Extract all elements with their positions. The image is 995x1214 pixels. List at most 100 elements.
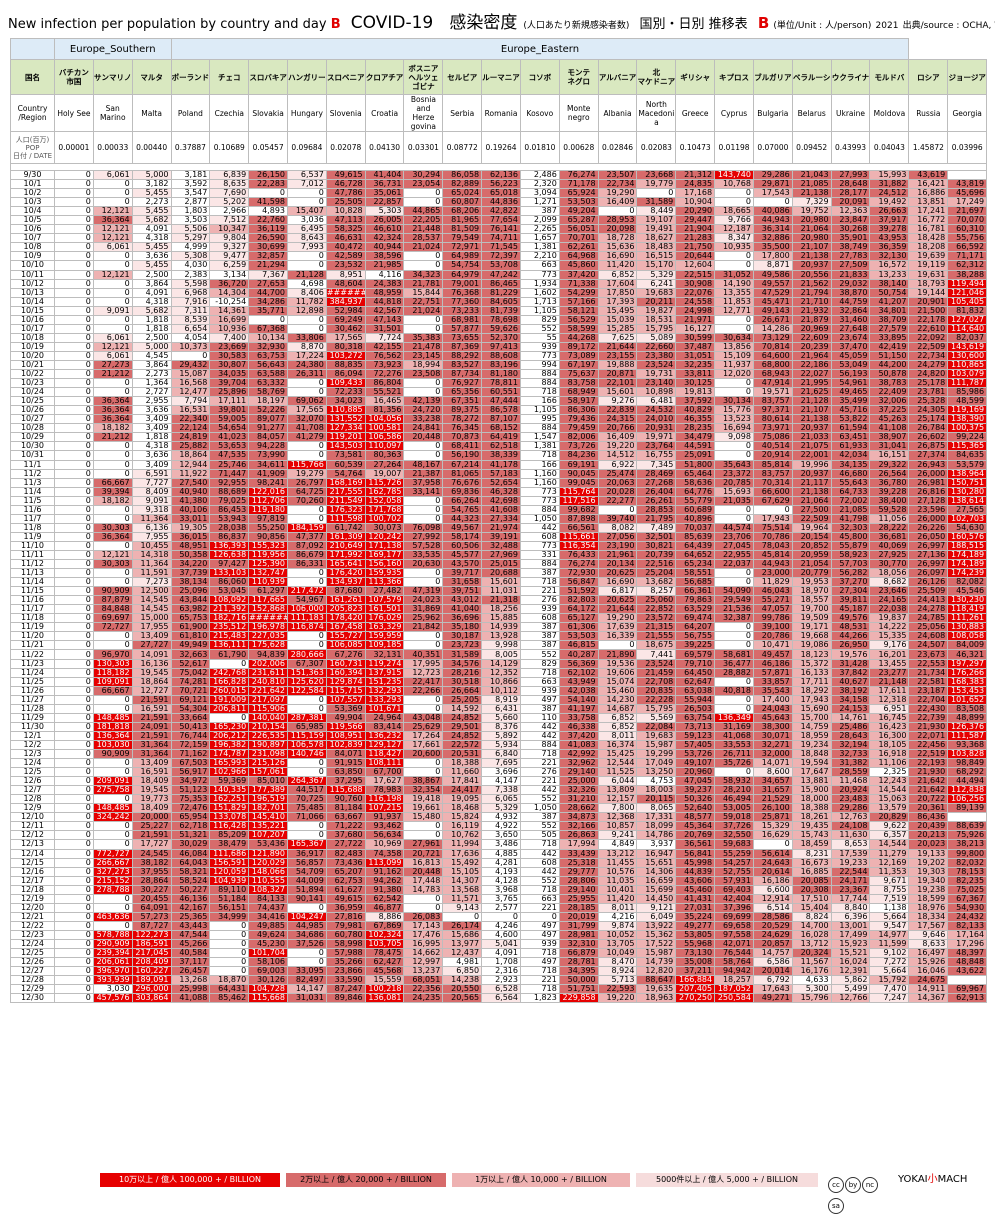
- value-cell: 70,786: [752, 531, 793, 542]
- value-cell: 16,591: [131, 703, 172, 714]
- value-cell: 0: [54, 948, 94, 959]
- value-cell: 196,382: [209, 739, 250, 751]
- value-cell: 9,998: [481, 640, 521, 651]
- value-cell: 56,051: [558, 224, 599, 235]
- value-cell: 1,934: [519, 278, 560, 289]
- value-cell: 178,420: [325, 613, 366, 624]
- value-cell: 39,801: [209, 405, 250, 416]
- value-cell: 0: [597, 206, 638, 217]
- date-cell: 12/22: [10, 920, 55, 931]
- value-cell: 26,602: [908, 432, 949, 443]
- value-cell: 9,671: [869, 875, 910, 886]
- value-cell: 22,553: [908, 658, 949, 669]
- value-cell: 14,544: [869, 839, 910, 850]
- date-cell: 11/18: [10, 613, 55, 624]
- value-cell: 38,288: [947, 269, 988, 280]
- value-cell: 115,766: [287, 459, 327, 470]
- value-cell: 126,376: [947, 721, 988, 732]
- country-pop: 0.04130: [364, 131, 405, 164]
- value-cell: 12,500: [131, 586, 172, 597]
- value-cell: 69,191: [558, 459, 599, 470]
- value-cell: 21,117: [791, 477, 832, 488]
- value-cell: 53,579: [947, 459, 988, 470]
- value-cell: 129,874: [325, 676, 366, 687]
- value-cell: 119,956: [248, 549, 288, 561]
- value-cell: 0: [54, 902, 94, 913]
- value-cell: 28,559: [830, 767, 871, 778]
- value-cell: 16,423: [869, 721, 910, 732]
- value-cell: 44,574: [714, 522, 754, 533]
- value-cell: 188,515: [947, 540, 988, 551]
- value-cell: 22,857: [364, 197, 405, 208]
- value-cell: 25,474: [597, 468, 638, 479]
- value-cell: 82,006: [558, 432, 599, 443]
- value-cell: 0: [54, 495, 94, 506]
- value-cell: 15,651: [636, 857, 677, 868]
- value-cell: 15,460: [597, 685, 638, 696]
- value-cell: 56,857: [287, 857, 327, 868]
- value-cell: 19,964: [791, 522, 832, 533]
- value-cell: 718: [519, 450, 560, 461]
- value-cell: 70,725: [287, 794, 327, 805]
- value-cell: 34,972: [170, 776, 211, 787]
- value-cell: 21,478: [403, 341, 444, 352]
- value-cell: 0: [92, 459, 133, 470]
- value-cell: 86,804: [364, 378, 405, 389]
- value-cell: 84,009: [947, 640, 988, 651]
- value-cell: 38,134: [170, 577, 211, 588]
- value-cell: 0: [403, 893, 444, 904]
- country-en: Czechia: [209, 94, 250, 132]
- value-cell: 70,037: [675, 522, 716, 533]
- value-cell: 117,516: [558, 495, 599, 506]
- value-cell: 86,331: [287, 559, 327, 570]
- date-cell: 12/21: [10, 911, 55, 922]
- value-cell: 26,797: [287, 477, 327, 488]
- country-ja: ルーマニア: [481, 59, 521, 95]
- value-cell: 30,187: [442, 631, 483, 642]
- value-cell: 19,571: [752, 387, 793, 398]
- value-cell: 37,592: [675, 396, 716, 407]
- value-cell: 1,381: [519, 242, 560, 253]
- value-cell: 50,413: [170, 721, 211, 732]
- table-row: 12/19 0 0 20,455 46,136 51,184 84,133 90,141 49,…: [10, 893, 988, 904]
- value-cell: 16,772: [908, 215, 949, 226]
- value-cell: 6,951: [869, 703, 910, 714]
- value-cell: 23,000: [752, 568, 793, 579]
- value-cell: 0: [209, 948, 250, 959]
- value-cell: 36,681: [869, 531, 910, 542]
- value-cell: 14,512: [597, 450, 638, 461]
- value-cell: 56,634: [364, 830, 405, 841]
- value-cell: 54,754: [442, 260, 483, 271]
- value-cell: 31,382: [830, 758, 871, 769]
- value-cell: 13,682: [636, 577, 677, 588]
- value-cell: 21,128: [791, 396, 832, 407]
- value-cell: 43,622: [947, 966, 988, 977]
- value-cell: 30,073: [364, 522, 405, 533]
- value-cell: 65,234: [675, 559, 716, 570]
- value-cell: 30,518: [442, 676, 483, 687]
- value-cell: 30,134: [714, 396, 754, 407]
- value-cell: 19,639: [908, 251, 949, 262]
- value-cell: 14,700: [791, 920, 832, 931]
- value-cell: 88,835: [325, 359, 366, 371]
- value-cell: 21,043: [791, 169, 832, 181]
- value-cell: 0: [92, 631, 133, 642]
- value-cell: 22,092: [908, 332, 949, 343]
- value-cell: 16,515: [636, 251, 677, 262]
- date-cell: 12/18: [10, 884, 55, 895]
- value-cell: 0: [54, 794, 94, 805]
- value-cell: 19,576: [830, 649, 871, 660]
- value-cell: 384,937: [325, 296, 366, 307]
- value-cell: 27,653: [248, 278, 288, 289]
- value-cell: 57,183: [481, 468, 521, 479]
- value-cell: 387: [519, 568, 560, 579]
- value-cell: 45,577: [442, 549, 483, 561]
- value-cell: 18,793: [908, 278, 949, 289]
- value-cell: 79,863: [675, 595, 716, 606]
- value-cell: 21,064: [791, 224, 832, 235]
- value-cell: 15,900: [791, 785, 832, 796]
- value-cell: 22,417: [403, 676, 444, 687]
- value-cell: 28,643: [830, 730, 871, 741]
- value-cell: 59,123: [675, 730, 716, 741]
- value-cell: 12,437: [442, 948, 483, 959]
